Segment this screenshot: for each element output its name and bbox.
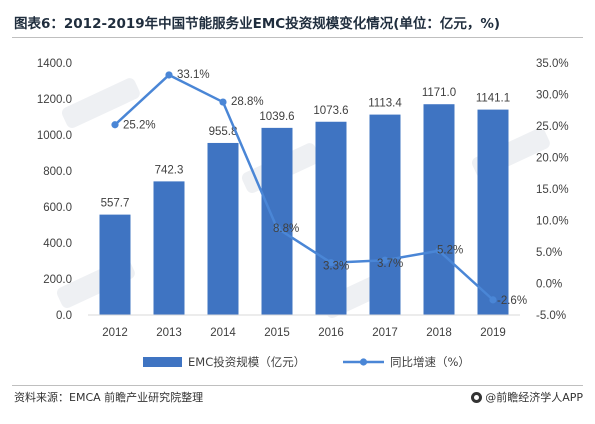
bar <box>153 181 185 315</box>
growth-value-label: 25.2% <box>123 120 156 132</box>
app-logo-icon <box>471 391 483 403</box>
x-tick-label: 2013 <box>156 327 182 339</box>
left-tick-label: 400.0 <box>43 238 72 250</box>
left-tick-label: 800.0 <box>43 166 72 178</box>
line-labels: 25.2% 33.1% 28.8% 8.8% 3.3% 3.7% 5.2% -2.6% <box>123 69 527 307</box>
growth-point <box>489 296 497 304</box>
bar <box>369 114 401 315</box>
bar <box>477 109 509 316</box>
bar-labels: 557.7 742.3 955.8 1039.6 1073.6 1113.4 1171.0 1… <box>101 87 511 209</box>
right-tick-label: 5.0% <box>536 247 562 259</box>
x-tick-label: 2014 <box>210 327 236 339</box>
chart-title: 图表6：2012-2019年中国节能服务业EMC投资规模变化情况(单位：亿元，%… <box>14 16 501 32</box>
bar-value-label: 955.8 <box>209 126 238 138</box>
watermark-mark <box>61 78 140 128</box>
left-tick-label: 200.0 <box>43 274 72 286</box>
x-tick-label: 2018 <box>426 327 452 339</box>
left-axis: 0.0 200.0 400.0 600.0 800.0 1000.0 1200.0 1400.… <box>37 58 72 322</box>
bar-value-label: 1141.1 <box>476 93 510 105</box>
right-tick-label: -5.0% <box>536 310 566 322</box>
combo-chart: 0.0 200.0 400.0 600.0 800.0 1000.0 1200.0 1400.… <box>37 58 569 369</box>
legend-bar-swatch <box>143 357 182 367</box>
right-tick-label: 35.0% <box>536 58 569 70</box>
legend-line-marker <box>359 358 368 366</box>
title-divider <box>12 37 583 38</box>
x-tick-label: 2012 <box>102 327 128 339</box>
left-tick-label: 1400.0 <box>37 58 72 70</box>
bar-value-label: 1073.6 <box>313 105 348 117</box>
growth-value-label: -2.6% <box>497 295 527 307</box>
legend-line-label: 同比增速（%） <box>390 355 470 369</box>
brand-text: @前瞻经济学人APP <box>485 391 583 404</box>
right-tick-label: 10.0% <box>536 216 569 228</box>
brand-credit: @前瞻经济学人APP <box>471 389 583 405</box>
x-axis: 2012 2013 2014 2015 2016 2017 2018 2019 <box>88 314 520 339</box>
bar-value-label: 1171.0 <box>422 87 456 99</box>
right-tick-label: 25.0% <box>536 121 569 133</box>
bar <box>315 121 347 315</box>
right-tick-label: 20.0% <box>536 153 569 165</box>
source-note: 资料来源：EMCA 前瞻产业研究院整理 <box>14 391 204 404</box>
growth-point <box>165 71 173 79</box>
growth-value-label: 5.2% <box>437 245 463 257</box>
bar-value-label: 557.7 <box>101 198 130 210</box>
growth-point <box>435 247 443 255</box>
left-tick-label: 1200.0 <box>37 94 72 106</box>
growth-point <box>111 121 119 129</box>
bar <box>207 142 239 315</box>
growth-value-label: 8.8% <box>273 223 299 235</box>
growth-value-label: 3.7% <box>377 258 403 270</box>
left-tick-label: 1000.0 <box>37 130 72 142</box>
growth-point <box>327 259 335 267</box>
left-tick-label: 0.0 <box>56 310 72 322</box>
bar-value-label: 742.3 <box>155 164 184 176</box>
growth-point <box>273 224 281 232</box>
bar-value-label: 1113.4 <box>368 98 402 110</box>
growth-line-path <box>114 73 494 301</box>
x-tick-label: 2017 <box>372 327 398 339</box>
growth-line <box>111 71 497 304</box>
bar <box>261 127 293 315</box>
growth-value-label: 28.8% <box>231 96 264 108</box>
x-tick-label: 2019 <box>480 327 506 339</box>
right-tick-label: 30.0% <box>536 90 569 102</box>
legend: EMC投资规模（亿元） 同比增速（%） <box>143 355 470 369</box>
left-tick-label: 600.0 <box>43 202 72 214</box>
right-tick-label: 0.0% <box>536 279 562 291</box>
growth-point <box>219 98 227 106</box>
bar <box>423 104 455 315</box>
growth-value-label: 33.1% <box>177 69 210 81</box>
bar-value-label: 1039.6 <box>259 111 294 123</box>
legend-bar-label: EMC投资规模（亿元） <box>188 355 305 369</box>
bars <box>99 104 509 316</box>
growth-point <box>381 256 389 264</box>
bar <box>99 214 131 315</box>
x-tick-label: 2016 <box>318 327 344 339</box>
footer-divider <box>12 385 583 386</box>
right-tick-label: 15.0% <box>536 184 569 196</box>
right-axis: -5.0% 0.0% 5.0% 10.0% 15.0% 20.0% 25.0% 30.0% 35… <box>536 58 569 322</box>
growth-value-label: 3.3% <box>323 261 349 273</box>
x-tick-label: 2015 <box>264 327 290 339</box>
